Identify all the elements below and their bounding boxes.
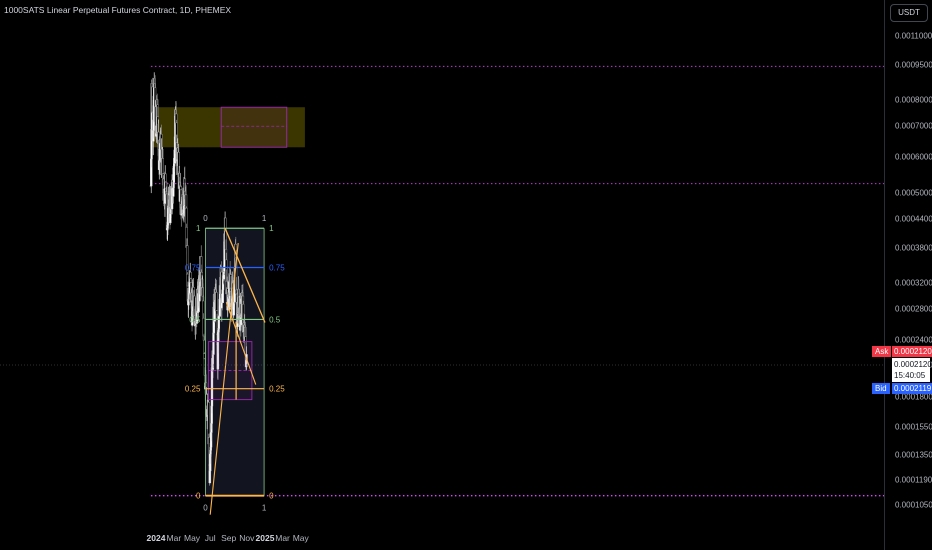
x-tick-label: May: [292, 533, 309, 543]
x-tick-label: Mar: [166, 533, 182, 543]
candle-body: [161, 158, 164, 175]
candle-body: [202, 317, 205, 337]
y-tick-label: 0.0001350: [895, 450, 932, 460]
x-tick-label: Nov: [239, 533, 255, 543]
y-tick-label: 0.0003800: [895, 243, 932, 253]
fib-level-label: 0: [269, 492, 274, 501]
fib-level-label: 0.75: [185, 263, 201, 272]
ask-label: Ask: [872, 346, 892, 357]
y-tick-label: 0.0005000: [895, 188, 932, 198]
fib-level-label: 0.75: [269, 263, 285, 272]
candle-body: [164, 173, 167, 183]
fib-level-label: 1: [196, 224, 201, 233]
trend-line: [225, 301, 257, 385]
y-tick-label: 0.0011000: [895, 31, 932, 41]
ask-price: 0.0002120: [892, 346, 932, 357]
y-tick-label: 0.0003200: [895, 278, 932, 288]
chart-title: 1000SATS Linear Perpetual Futures Contra…: [4, 5, 232, 15]
drawing-layer: 0 10 11 10.75 0.750.5 0.50.25 0.250 0: [185, 106, 288, 515]
fib-corner-label: 0: [203, 214, 208, 223]
trend-line: [224, 227, 266, 323]
fib-level-label: 0.25: [185, 385, 201, 394]
fib-corner-label: 1: [262, 214, 267, 223]
x-tick-label: 2024: [146, 533, 166, 543]
candle-body: [203, 339, 206, 354]
fib-level-label: 0: [196, 492, 201, 501]
x-tick-label: Jul: [204, 533, 216, 543]
trend-line: [209, 242, 239, 515]
y-tick-label: 0.0006000: [895, 152, 932, 162]
y-tick-label: 0.0001550: [895, 422, 932, 432]
y-tick-label: 0.0001050: [895, 500, 932, 510]
bid-label: Bid: [872, 383, 890, 394]
candle-body: [184, 194, 188, 209]
rectangle-box: [220, 106, 288, 148]
x-tick-label: May: [184, 533, 201, 543]
candle-body: [189, 278, 192, 283]
fib-corner-label: 1: [262, 504, 267, 513]
last-price-box: 0.0002120 15:40:05: [892, 358, 932, 382]
y-tick-label: 0.0009500: [895, 60, 932, 70]
y-tick-label: 0.0008000: [895, 95, 932, 105]
y-tick-label: 0.0004400: [895, 214, 932, 224]
candle-body: [189, 272, 192, 279]
fib-corner-label: 0: [203, 504, 208, 513]
y-tick-label: 0.0002800: [895, 304, 932, 314]
y-tick-label: 0.0001800: [895, 392, 932, 402]
bid-price: 0.0002119: [892, 383, 932, 394]
candle-layer: [149, 72, 248, 486]
currency-button[interactable]: USDT: [890, 4, 928, 22]
fib-level-label: 0.25: [269, 385, 285, 394]
y-tick-label: 0.0002400: [895, 335, 932, 345]
x-tick-label: Mar: [275, 533, 290, 543]
bar-countdown: 15:40:05: [894, 371, 926, 380]
fib-level-label: 0.5: [269, 315, 281, 324]
y-tick-label: 0.0007000: [895, 121, 932, 131]
x-tick-label: 2025: [255, 533, 275, 543]
price-axis[interactable]: [884, 0, 932, 550]
y-tick-label: 0.0001190: [895, 475, 932, 485]
fib-level-label: 1: [269, 224, 274, 233]
candle-body: [215, 292, 218, 311]
x-tick-label: Sep: [221, 533, 237, 543]
last-price-value: 0.0002120: [894, 360, 932, 369]
fib-level-label: 0.5: [189, 315, 201, 324]
